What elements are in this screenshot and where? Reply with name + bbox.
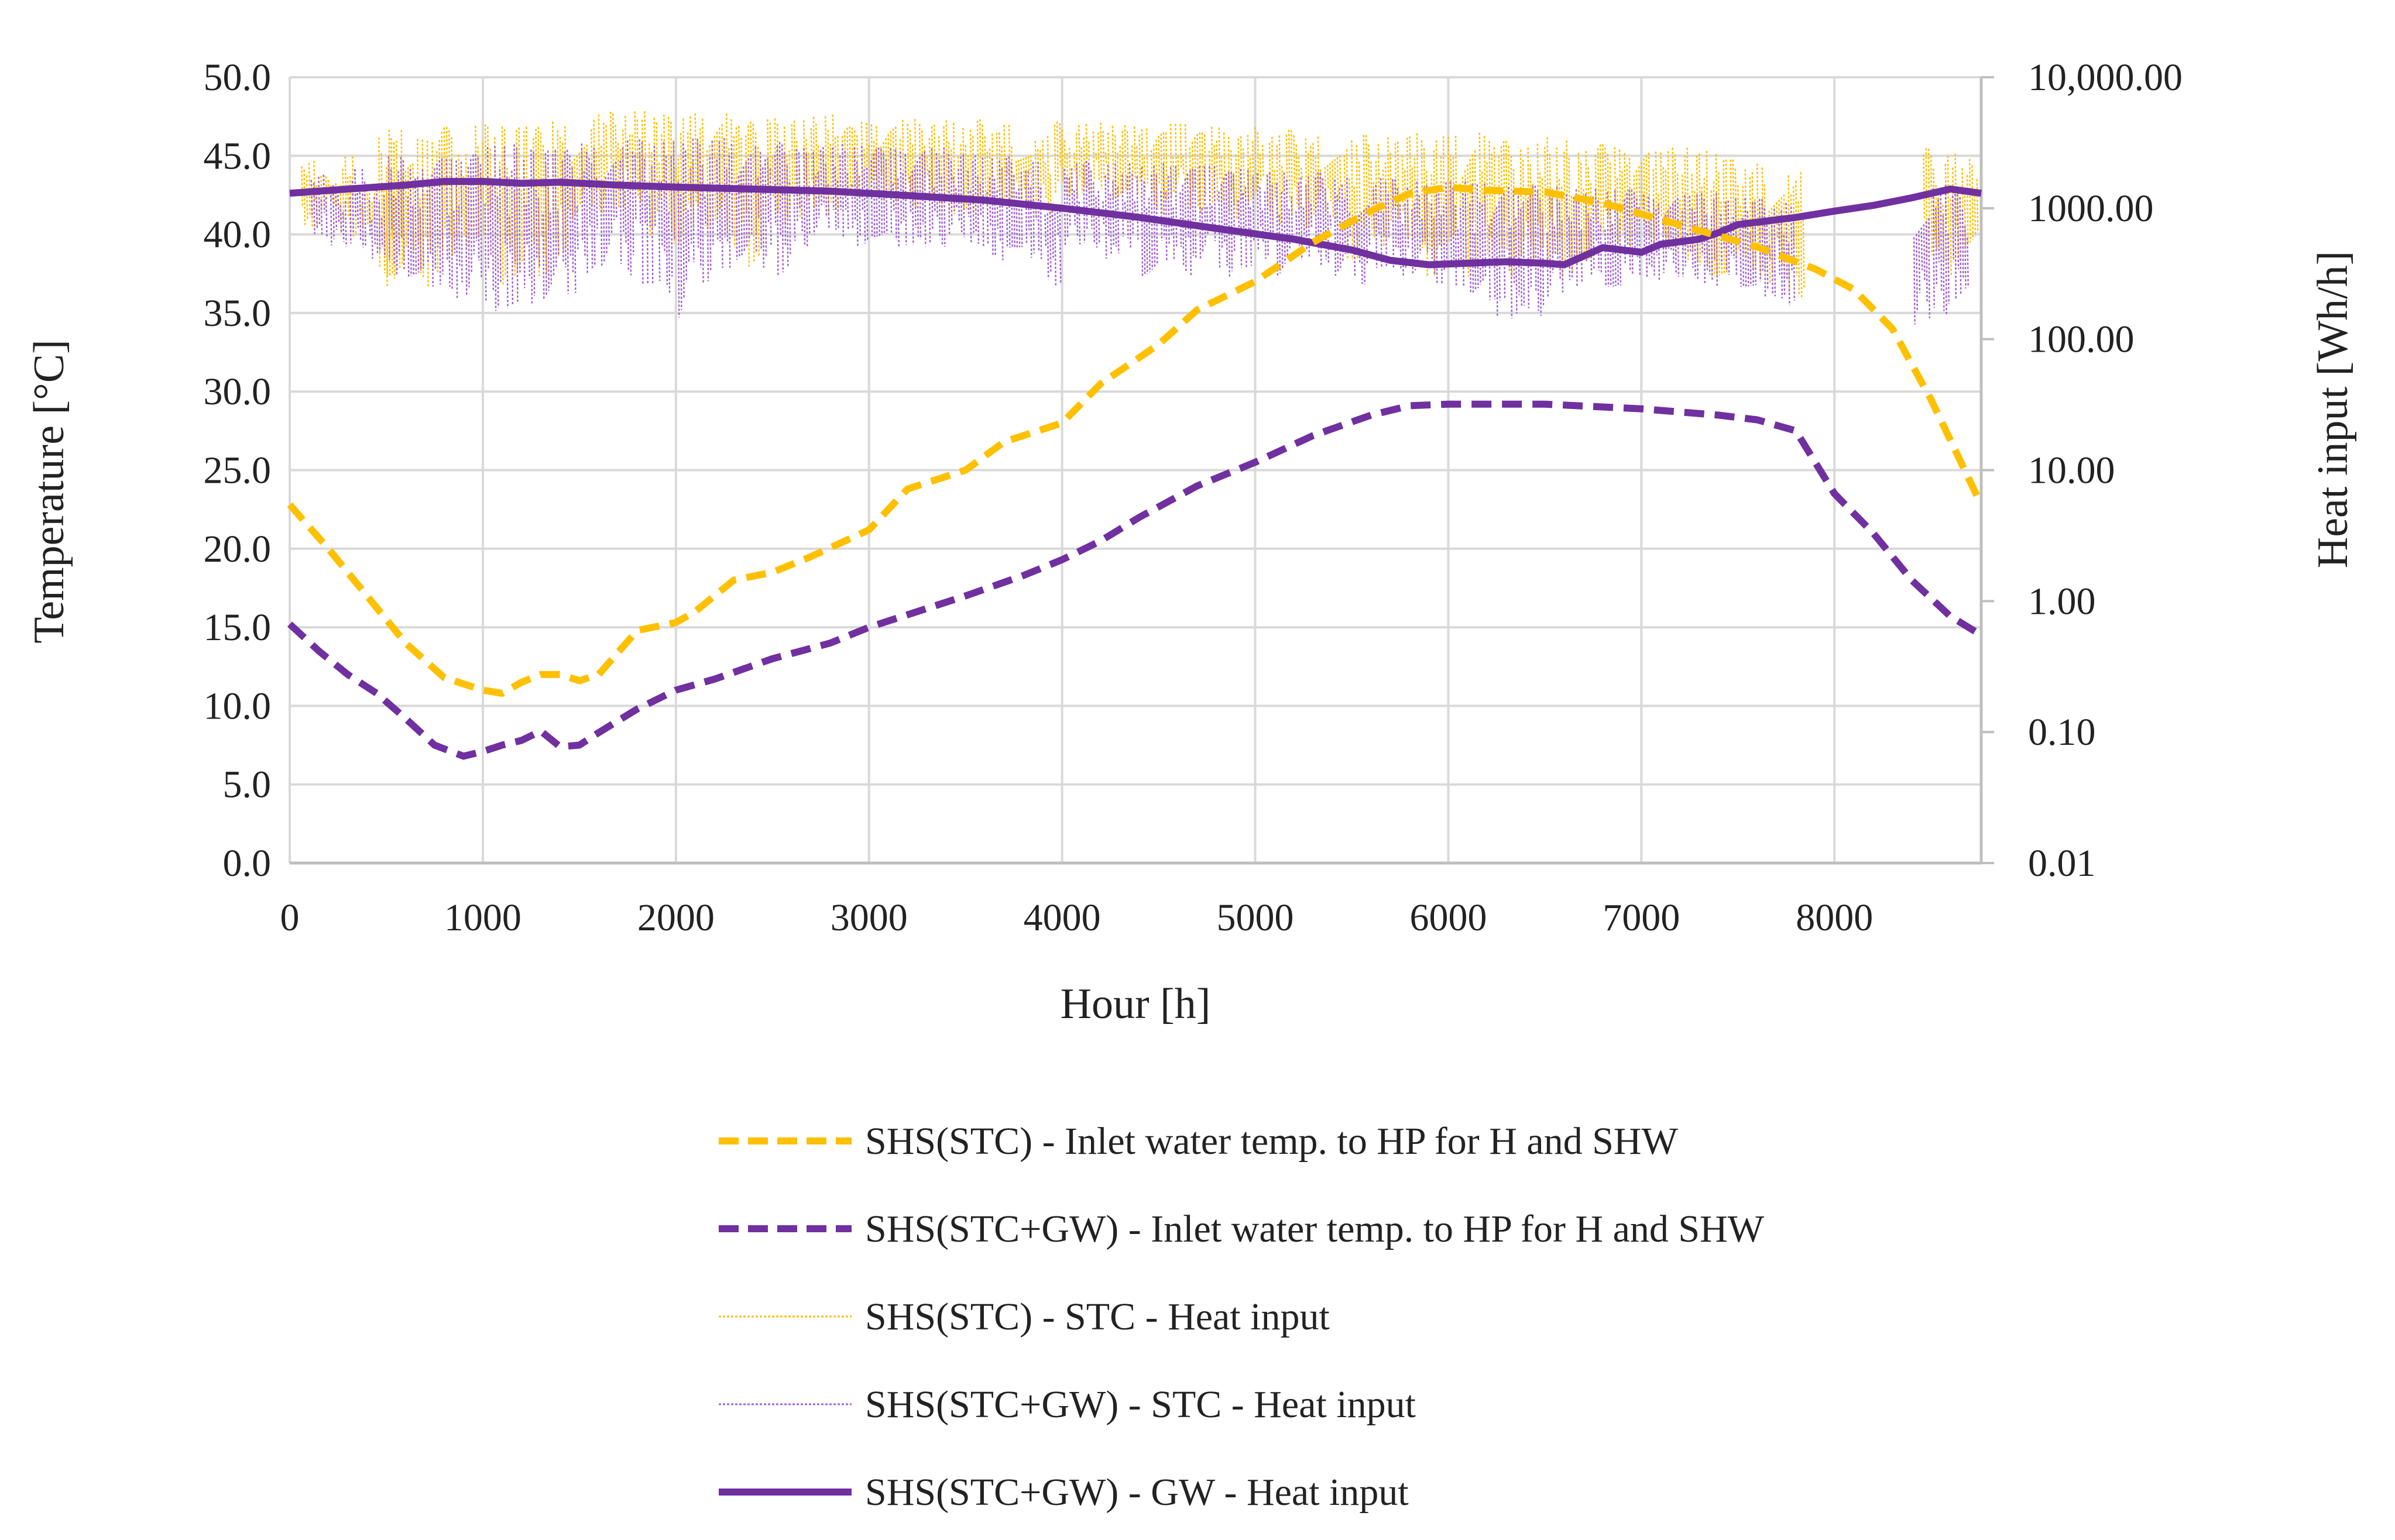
- y-tick-label: 35.0: [204, 292, 272, 335]
- y2-tick-label: 1000.00: [2028, 187, 2154, 230]
- legend-label: SHS(STC+GW) - GW - Heat input: [865, 1471, 1409, 1514]
- x-tick-label: 1000: [444, 896, 521, 939]
- series-stc-inlet-temp-line: [287, 184, 1985, 697]
- y-tick-label: 25.0: [204, 449, 272, 492]
- legend-item: SHS(STC+GW) - STC - Heat input: [719, 1383, 1416, 1426]
- series-stcgw-gw-heat-input: [289, 178, 1982, 269]
- y2-tick-label: 1.00: [2028, 580, 2096, 623]
- series-stcgw-inlet-temp-line: [287, 400, 1984, 760]
- axes: [290, 76, 1994, 865]
- y2-axis-title: Heat input [Wh/h]: [2309, 251, 2357, 569]
- y-tick-label: 30.0: [204, 370, 272, 413]
- legend-item: SHS(STC) - Inlet water temp. to HP for H…: [719, 1120, 1679, 1163]
- legend-label: SHS(STC) - Inlet water temp. to HP for H…: [865, 1120, 1679, 1163]
- series-layer: [287, 111, 1985, 760]
- y2-tick-label: 10.00: [2028, 449, 2115, 492]
- y-tick-label: 45.0: [204, 135, 272, 177]
- x-tick-label: 2000: [637, 896, 715, 939]
- y-tick-label: 0.0: [223, 842, 272, 885]
- legend-label: SHS(STC+GW) - STC - Heat input: [865, 1383, 1416, 1426]
- series-stcgw-inlet-temp: [287, 400, 1984, 760]
- y2-tick-label: 0.01: [2028, 842, 2096, 885]
- x-tick-label: 3000: [831, 896, 908, 939]
- y-tick-label: 10.0: [204, 685, 272, 727]
- legend-item: SHS(STC+GW) - GW - Heat input: [719, 1471, 1409, 1514]
- y-tick-label: 40.0: [204, 214, 272, 256]
- x-tick-label: 6000: [1409, 896, 1487, 939]
- legend-label: SHS(STC) - STC - Heat input: [865, 1295, 1330, 1338]
- series-stc-inlet-temp: [287, 184, 1985, 697]
- ticks: 0.0 5.0 10.0 15.0 20.0 25.0 30.0 35.0 40.0 45.0 50…: [204, 56, 2183, 939]
- y-tick-label: 50.0: [204, 56, 272, 99]
- legend-item: SHS(STC) - STC - Heat input: [719, 1295, 1330, 1338]
- x-tick-label: 7000: [1603, 896, 1680, 939]
- legend-label: SHS(STC+GW) - Inlet water temp. to HP fo…: [865, 1208, 1765, 1250]
- legend: SHS(STC) - Inlet water temp. to HP for H…: [719, 1120, 1765, 1514]
- x-tick-label: 5000: [1217, 896, 1294, 939]
- y2-tick-label: 0.10: [2028, 711, 2096, 754]
- y-axis-title: Temperature [°C]: [25, 339, 73, 644]
- legend-item: SHS(STC+GW) - Inlet water temp. to HP fo…: [719, 1208, 1765, 1250]
- x-tick-label: 8000: [1796, 896, 1873, 939]
- x-tick-label: 0: [280, 896, 300, 939]
- y-tick-label: 20.0: [204, 528, 272, 570]
- y-tick-label: 15.0: [204, 606, 272, 649]
- y2-tick-label: 100.00: [2028, 318, 2135, 361]
- x-axis-title: Hour [h]: [1061, 980, 1211, 1028]
- series-stcgw-gw-heat-input-line: [289, 178, 1982, 269]
- x-tick-label: 4000: [1024, 896, 1101, 939]
- y2-tick-label: 10,000.00: [2028, 56, 2183, 99]
- y-tick-label: 5.0: [223, 764, 272, 806]
